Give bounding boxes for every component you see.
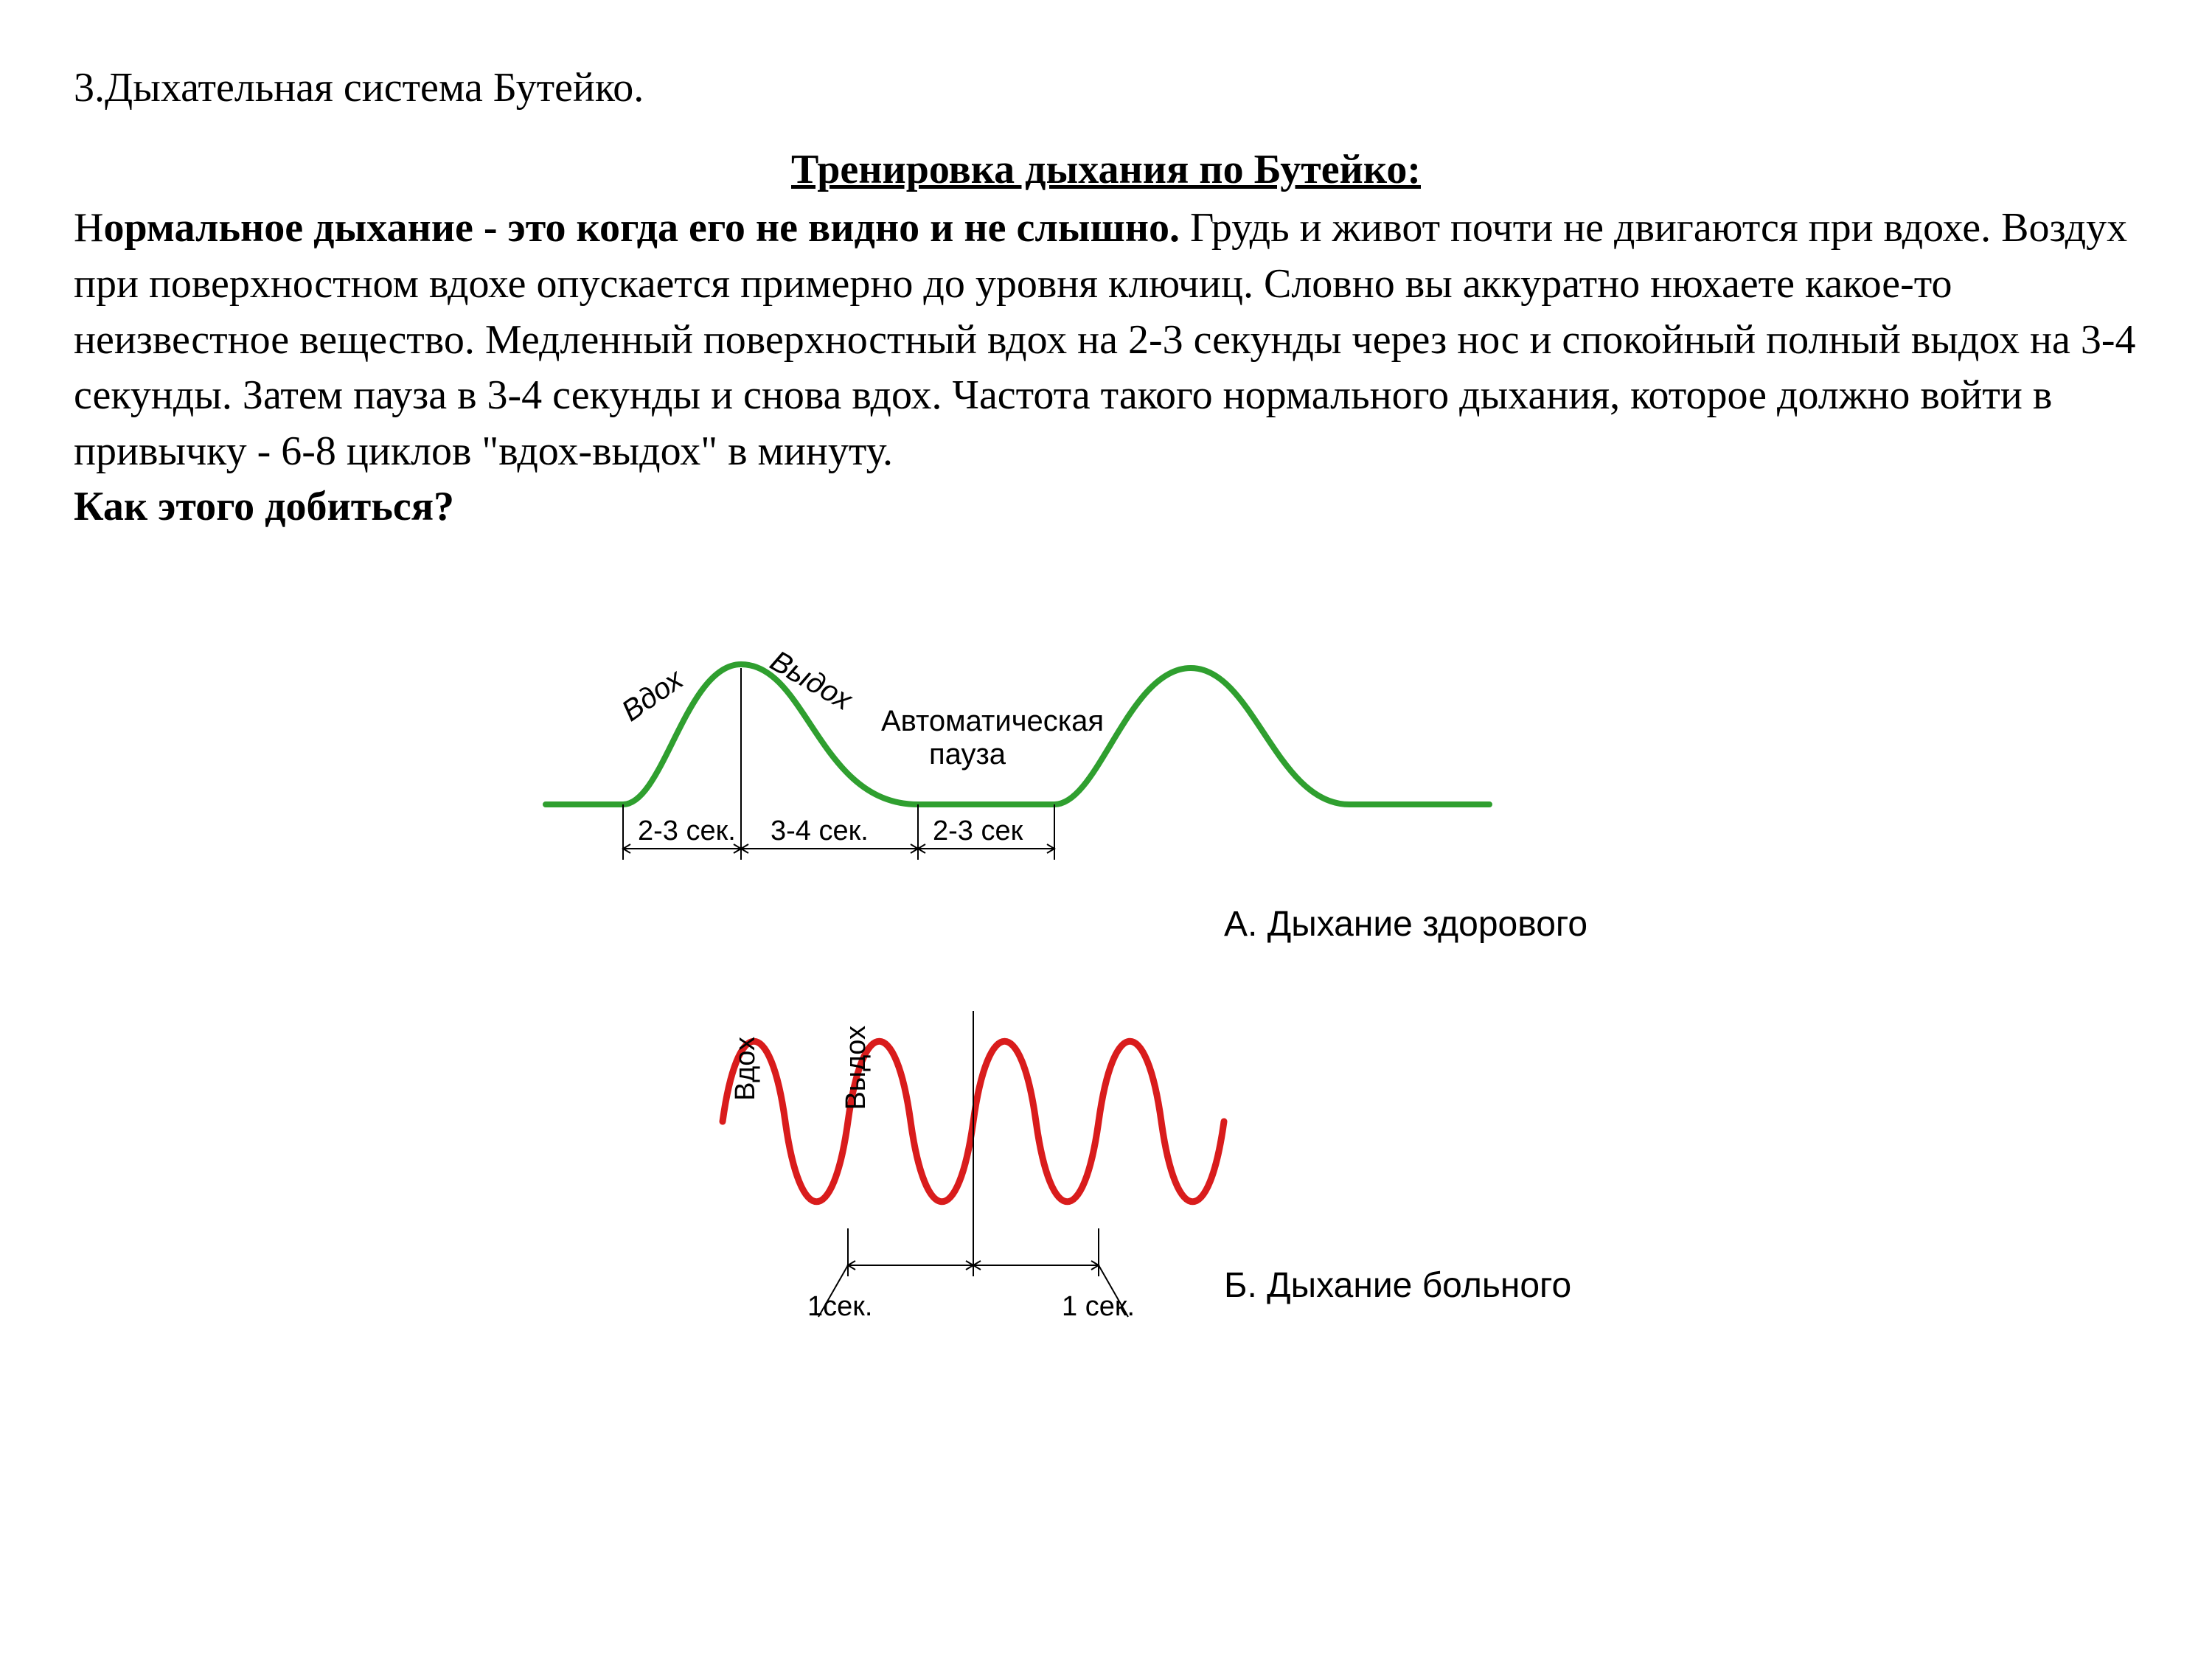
- inhale-label-sick: Вдох: [730, 1037, 762, 1101]
- seg-label-s-0: 1сек.: [807, 1291, 872, 1323]
- pause-label-1: Автоматическая: [881, 705, 1104, 738]
- exhale-label-sick: Выдох: [841, 1026, 872, 1110]
- breathing-diagram: Вдох Выдох Автоматическая пауза 2-3 сек.…: [516, 624, 1696, 1398]
- question: Как этого добиться?: [74, 484, 454, 529]
- caption-healthy: А. Дыхание здорового: [1224, 904, 1587, 945]
- seg-label-h-2: 2-3 сек: [933, 815, 1023, 847]
- seg-label-h-1: 3-4 сек.: [771, 815, 869, 847]
- seg-label-s-1: 1 сек.: [1062, 1291, 1135, 1323]
- pause-label-2: пауза: [929, 738, 1006, 771]
- seg-label-h-0: 2-3 сек.: [638, 815, 736, 847]
- page: 3.Дыхательная система Бутейко. Тренировк…: [0, 0, 2212, 1659]
- section-heading: 3.Дыхательная система Бутейко.: [74, 59, 2138, 116]
- bold-lead: ормальное дыхание - это когда его не вид…: [103, 205, 1180, 251]
- lead-char: Н: [74, 205, 103, 251]
- body-paragraph: Нормальное дыхание - это когда его не ви…: [74, 201, 2138, 535]
- caption-sick: Б. Дыхание больного: [1224, 1265, 1571, 1306]
- subtitle: Тренировка дыхания по Бутейко:: [74, 146, 2138, 193]
